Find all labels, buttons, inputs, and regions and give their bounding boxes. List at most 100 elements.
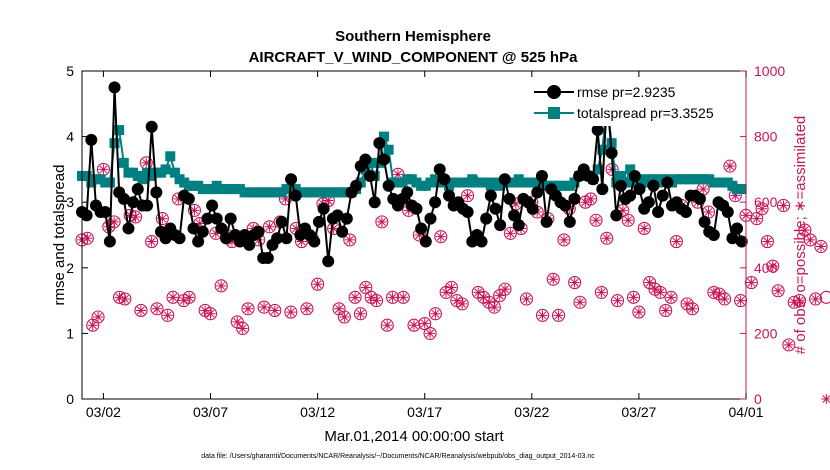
possible-obs-point — [444, 280, 459, 295]
assimilated-obs-point — [328, 223, 339, 234]
rmse-point — [243, 238, 256, 251]
assimilated-obs-point — [339, 312, 350, 322]
rmse-point — [377, 153, 390, 166]
x-tick-label: 03/17 — [407, 404, 442, 420]
possible-obs-point — [798, 223, 812, 237]
rmse-point — [224, 212, 237, 225]
possible-obs-point — [380, 318, 394, 332]
left-y-tick-label: 5 — [66, 63, 74, 79]
possible-obs-point — [792, 294, 807, 308]
possible-obs-point — [337, 310, 351, 324]
assimilated-obs-point — [441, 287, 452, 298]
rmse-point — [596, 183, 609, 196]
rmse-point — [359, 153, 372, 166]
assimilated-obs-point — [821, 394, 830, 404]
x-tick-label: 03/22 — [514, 404, 549, 420]
rmse-point — [508, 209, 521, 222]
rmse-point — [726, 232, 739, 245]
possible-obs-point — [161, 308, 175, 322]
assimilated-obs-point — [815, 241, 826, 252]
assimilated-obs-point — [724, 161, 735, 172]
assimilated-obs-point — [253, 234, 264, 245]
assimilated-obs-point — [569, 277, 580, 288]
right-y-tick-label: 800 — [754, 129, 778, 145]
assimilated-obs-point — [478, 292, 489, 303]
assimilated-obs-point — [248, 223, 259, 234]
possible-obs-point — [418, 317, 432, 331]
possible-obs-point — [750, 212, 764, 226]
possible-obs-point — [134, 303, 148, 317]
assimilated-obs-point — [623, 215, 634, 226]
rmse-point — [559, 199, 572, 212]
rmse-point — [563, 215, 576, 228]
assimilated-obs-point — [232, 316, 243, 327]
assimilated-obs-point — [146, 236, 157, 247]
assimilated-obs-point — [585, 193, 596, 204]
rmse-point — [271, 232, 284, 245]
possible-obs-point — [407, 318, 421, 332]
assimilated-obs-point — [200, 305, 211, 316]
possible-obs-point — [632, 305, 646, 319]
totalspread-point — [736, 184, 747, 195]
possible-obs-point — [814, 239, 828, 254]
totalspread-point — [615, 170, 626, 181]
assimilated-obs-point — [639, 223, 650, 234]
assimilated-obs-point — [505, 228, 516, 239]
assimilated-obs-point — [226, 236, 237, 247]
right-y-tick-label: 600 — [754, 194, 778, 210]
rmse-point — [591, 124, 604, 137]
assimilated-obs-point — [243, 303, 253, 314]
rmse-point — [187, 222, 200, 235]
rmse-point — [647, 179, 660, 192]
totalspread-point — [625, 164, 636, 175]
rmse-point — [410, 202, 423, 215]
assimilated-obs-point — [762, 236, 773, 247]
rmse-point — [461, 206, 474, 219]
assimilated-obs-point — [216, 280, 227, 291]
assimilated-obs-point — [237, 323, 248, 334]
possible-obs-point — [573, 295, 587, 309]
possible-obs-point — [643, 276, 657, 290]
right-y-tick-label: 400 — [754, 260, 778, 276]
possible-obs-point — [568, 276, 582, 290]
rmse-point — [401, 186, 414, 199]
assimilated-obs-point — [355, 308, 366, 319]
assimilated-obs-point — [162, 310, 173, 321]
left-y-axis-ticks: 0 1 2 3 4 5 — [66, 63, 88, 407]
assimilated-obs-point — [451, 295, 462, 306]
assimilated-obs-point — [521, 293, 532, 304]
legend-rmse-label: rmse pr=2.9235 — [577, 84, 676, 100]
assimilated-obs-point — [462, 190, 473, 201]
rmse-point — [429, 196, 442, 209]
possible-obs-point — [685, 302, 700, 316]
possible-obs-point — [803, 233, 817, 247]
rmse-series — [76, 81, 748, 268]
assimilated-obs-point — [398, 292, 409, 303]
possible-obs-point — [300, 302, 314, 316]
rmse-point — [480, 212, 493, 225]
assimilated-obs-point — [259, 302, 270, 313]
assimilated-obs-point — [778, 200, 789, 211]
assimilated-obs-point — [735, 295, 746, 306]
assimilated-obs-point — [109, 216, 120, 227]
rmse-point — [127, 196, 140, 209]
assimilated-obs-point — [751, 213, 762, 224]
rmse-point — [587, 173, 600, 186]
possible-obs-point — [707, 285, 721, 299]
assimilated-obs-point — [810, 293, 821, 304]
totalspread-point — [597, 144, 608, 155]
assimilated-obs-point — [350, 292, 361, 303]
legend-box — [530, 79, 740, 126]
assimilated-obs-point — [703, 207, 714, 218]
possible-obs-point — [594, 285, 608, 299]
totalspread-point — [81, 170, 92, 181]
possible-obs-point — [348, 290, 362, 304]
possible-obs-point — [653, 285, 667, 299]
assimilated-obs-point — [168, 292, 179, 303]
assimilated-obs-point — [633, 307, 644, 318]
possible-obs-point — [230, 315, 244, 329]
assimilated-obs-point — [591, 215, 602, 226]
totalspread-point — [165, 151, 176, 162]
possible-obs-point — [359, 280, 373, 295]
